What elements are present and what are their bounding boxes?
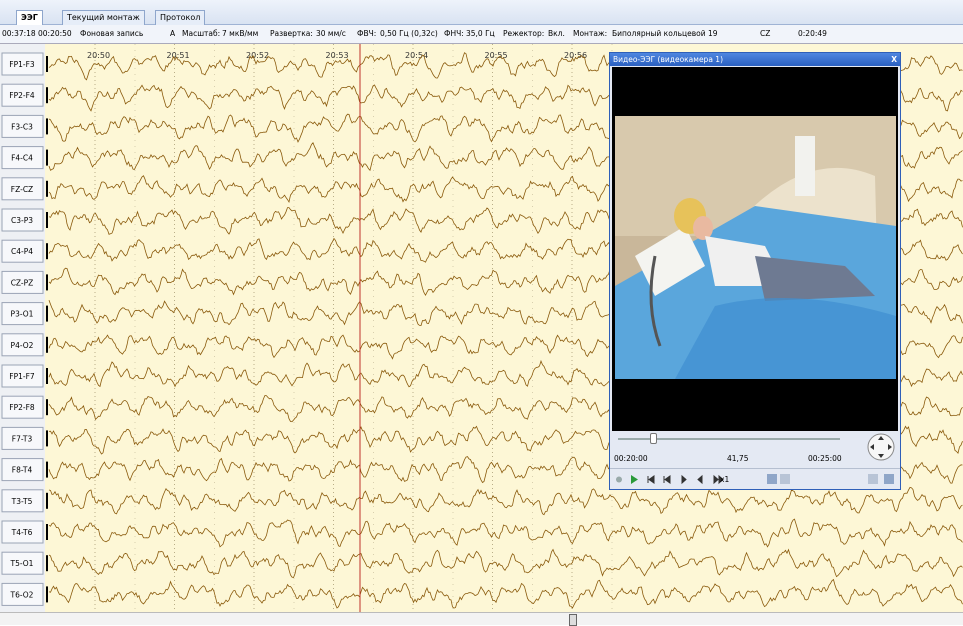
- channel-label-box: [1, 239, 44, 263]
- channel-label: FP2-F8: [9, 403, 35, 412]
- channel-label: T5-O1: [10, 559, 34, 568]
- channel-label: FP2-F4: [9, 91, 35, 100]
- time-mark: 20:56: [564, 51, 587, 60]
- video-window: Видео-ЭЭГ (видеокамера 1) X 00:20:00 41,7…: [609, 52, 901, 490]
- time-mark: 20:51: [167, 51, 190, 60]
- reference-select[interactable]: CZ: [760, 29, 771, 38]
- channel-label: C3-P3: [11, 216, 33, 225]
- time-mark: 20:50: [87, 51, 110, 60]
- channel-label: T6-O2: [10, 590, 34, 599]
- eeg-trace: [48, 518, 963, 548]
- video-screen: [612, 67, 898, 431]
- channel-label-box: [1, 364, 44, 388]
- time-mark: 20:55: [485, 51, 508, 60]
- tab[interactable]: Протокол: [155, 10, 206, 25]
- label: Монтаж:: [573, 29, 608, 38]
- channel-label: FP1-F7: [9, 372, 35, 381]
- eeg-trace: [48, 548, 963, 578]
- video-title: Видео-ЭЭГ (видеокамера 1): [613, 55, 723, 64]
- eeg-trace: [48, 486, 963, 516]
- label: Развертка:: [270, 29, 313, 38]
- channel-label-box: [1, 333, 44, 357]
- channel-label: C4-P4: [11, 247, 33, 256]
- channel-label: F4-C4: [11, 154, 33, 163]
- channel-label-box: [1, 114, 44, 138]
- channel-panel: [0, 44, 45, 612]
- lpf[interactable]: 35,0 Гц: [466, 29, 495, 38]
- record-select[interactable]: Фоновая запись: [80, 29, 144, 38]
- channel-label: CZ-PZ: [11, 278, 34, 287]
- channel-label-box: [1, 551, 44, 575]
- direction-pad[interactable]: [865, 431, 897, 463]
- montage-select[interactable]: Биполярный кольцевой 19: [612, 29, 718, 38]
- channel-label-box: [1, 582, 44, 606]
- notch[interactable]: Вкл.: [548, 29, 565, 38]
- seek-track[interactable]: [618, 438, 840, 440]
- scroll-thumb[interactable]: [569, 614, 577, 626]
- clock: 00:37:18: [2, 29, 36, 38]
- channel-label: F3-C3: [11, 122, 33, 131]
- video-frame: [615, 116, 896, 379]
- snapshot-button[interactable]: [767, 474, 777, 484]
- toolbar: 00:37:18 00:20:50 Фоновая запись A Масшт…: [0, 25, 963, 44]
- channel-label-box: [1, 302, 44, 326]
- channel-label-box: [1, 270, 44, 294]
- speed[interactable]: x1: [720, 475, 730, 484]
- channel-label: T3-T5: [11, 497, 33, 506]
- channel-label-box: [1, 208, 44, 232]
- close-button[interactable]: X: [891, 55, 897, 64]
- channel-label: P3-O1: [11, 310, 34, 319]
- channel-label: F8-T4: [12, 466, 33, 475]
- channel-label-box: [1, 489, 44, 513]
- scrollbar: [0, 612, 963, 626]
- video-title-bar: Видео-ЭЭГ (видеокамера 1) X: [610, 53, 900, 66]
- position[interactable]: 00:20:50: [38, 29, 72, 38]
- channel-label-box: [1, 458, 44, 482]
- tab-bar: ЭЭГ Текущий монтаж Протокол: [0, 0, 963, 25]
- sweep-select[interactable]: 30 мм/с: [316, 29, 346, 38]
- settings-button[interactable]: [868, 474, 878, 484]
- channel-label-box: [1, 395, 44, 419]
- time-mark: 20:52: [246, 51, 269, 60]
- eeg-trace: [48, 578, 963, 609]
- channel-label: FP1-F3: [9, 60, 35, 69]
- channel-label: P4-O2: [11, 341, 34, 350]
- label: ФНЧ:: [444, 29, 464, 38]
- end-time: 00:25:00: [808, 454, 842, 463]
- tab[interactable]: ЭЭГ: [16, 10, 43, 25]
- label: ФВЧ:: [357, 29, 377, 38]
- seek-thumb[interactable]: [650, 433, 657, 444]
- channel-label-box: [1, 83, 44, 107]
- mode[interactable]: A: [170, 29, 176, 38]
- tab[interactable]: Текущий монтаж: [62, 10, 145, 25]
- dock-button[interactable]: [884, 474, 894, 484]
- time: 0:20:49: [798, 29, 827, 38]
- channel-label-box: [1, 426, 44, 450]
- channel-label: FZ-CZ: [11, 185, 33, 194]
- channel-label: F7-T3: [12, 434, 33, 443]
- channel-label-box: [1, 520, 44, 544]
- playback-buttons[interactable]: [614, 473, 764, 486]
- time-mark: 20:53: [326, 51, 349, 60]
- label: Масштаб:: [182, 29, 221, 38]
- start-time: 00:20:00: [614, 454, 648, 463]
- hpf[interactable]: 0,50 Гц (0,32с): [380, 29, 438, 38]
- time-mark: 20:54: [405, 51, 428, 60]
- channel-label-box: [1, 177, 44, 201]
- channel-label: T4-T6: [11, 528, 33, 537]
- label: Режектор:: [503, 29, 545, 38]
- current-time: 41,75: [727, 454, 749, 463]
- channel-label-box: [1, 146, 44, 170]
- control-bar: x1: [610, 468, 900, 490]
- save-button[interactable]: [780, 474, 790, 484]
- channel-label-box: [1, 52, 44, 76]
- scale-select[interactable]: 7 мкВ/мм: [222, 29, 259, 38]
